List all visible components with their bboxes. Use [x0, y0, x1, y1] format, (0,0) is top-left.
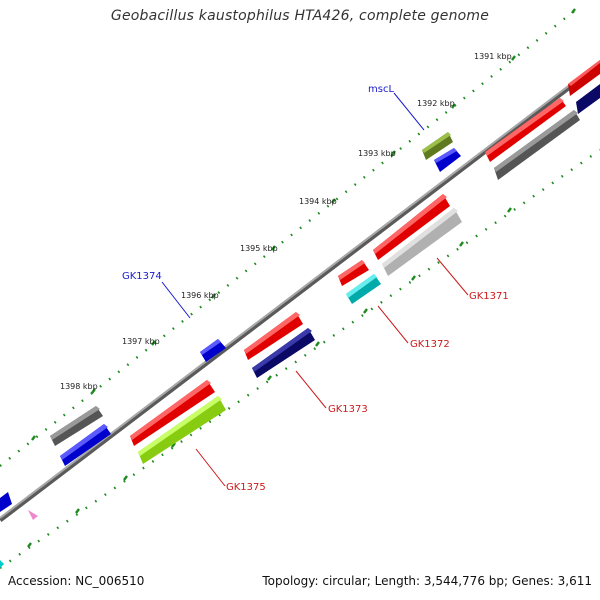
gene-block [244, 312, 303, 360]
leader-gk1375 [195, 448, 226, 487]
tick-label: 1393 kbp [358, 149, 396, 158]
genome-backbone-shadow [0, 62, 600, 522]
gene-label-gk1372[interactable]: GK1372 [410, 339, 450, 350]
tick-label: 1398 kbp [60, 382, 98, 391]
gene-block-gk1371 [373, 194, 450, 260]
gene-block [576, 84, 600, 114]
leader-mscl [393, 92, 425, 131]
gene-block [0, 560, 4, 568]
label-leaders [161, 92, 469, 487]
map-title: Geobacillus kaustophilus HTA426, complet… [110, 8, 490, 24]
genome-summary: Topology: circular; Length: 3,544,776 bp… [262, 574, 592, 588]
gene-block-gk1374 [200, 339, 226, 362]
gene-block [28, 510, 38, 520]
gene-label-gk1375[interactable]: GK1375 [226, 482, 266, 493]
gene-features [0, 60, 600, 568]
outer-major-ticks [31, 8, 576, 441]
leader-gk1374 [161, 281, 191, 319]
leader-gk1372 [377, 305, 409, 344]
inner-major-ticks [27, 207, 512, 548]
gene-label-mscl[interactable]: mscL [368, 84, 394, 95]
leader-gk1371 [436, 257, 469, 296]
leader-gk1373 [295, 370, 327, 409]
tick-label: 1391 kbp [474, 52, 512, 61]
tick-label: 1396 kbp [181, 291, 219, 300]
gene-block-gk1372 [346, 274, 381, 304]
gene-block [568, 60, 600, 96]
gene-block [434, 148, 461, 172]
gene-label-gk1371[interactable]: GK1371 [469, 291, 509, 302]
genome-backbone [0, 61, 600, 519]
accession-label: Accession: NC_006510 [8, 574, 145, 588]
tick-label: 1392 kbp [417, 99, 455, 108]
tick-label: 1394 kbp [299, 197, 337, 206]
gene-block [50, 406, 103, 446]
tick-label: 1397 kbp [122, 337, 160, 346]
gene-block [494, 110, 580, 180]
gene-block [60, 424, 111, 466]
tick-label: 1395 kbp [240, 244, 278, 253]
gene-block [338, 260, 369, 286]
gene-label-gk1374[interactable]: GK1374 [122, 271, 162, 282]
gene-block [130, 380, 215, 446]
gene-block [485, 98, 566, 162]
gene-block [382, 208, 462, 276]
scale-labels: 1391 kbp 1392 kbp 1393 kbp 1394 kbp 1395… [60, 52, 512, 391]
outer-scale-ring [0, 7, 579, 467]
gene-label-gk1373[interactable]: GK1373 [328, 404, 368, 415]
inner-scale-ring [0, 149, 600, 569]
gene-block [0, 492, 12, 512]
gene-labels: mscL GK1374 GK1371 GK1372 GK1373 GK1375 [122, 84, 509, 493]
gene-block-mscl [422, 132, 453, 160]
gene-block-gk1375 [138, 396, 226, 464]
gene-block-gk1373 [252, 328, 315, 378]
